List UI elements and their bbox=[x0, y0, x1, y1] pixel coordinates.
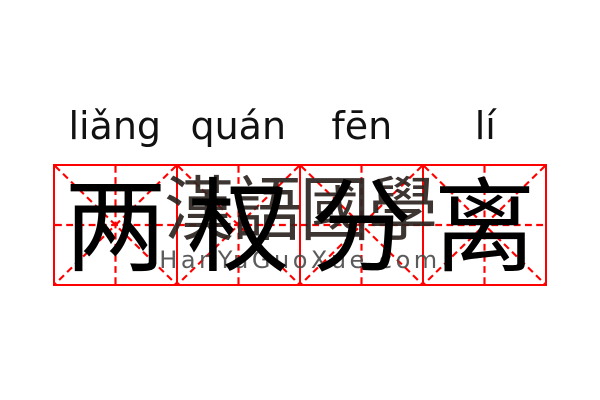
hanzi-character-3: 分 bbox=[310, 168, 413, 288]
mi-grid-guides-icon bbox=[301, 166, 422, 284]
tianzige-cell-1: 两 bbox=[55, 166, 176, 284]
character-grid: 两 权 分 bbox=[53, 164, 547, 286]
mi-grid-guides-icon bbox=[424, 166, 545, 284]
hanzi-character-4: 离 bbox=[433, 168, 536, 288]
tianzige-cell-2: 权 bbox=[176, 166, 299, 284]
tianzige-cell-4: 离 bbox=[422, 166, 545, 284]
pinyin-row: liǎng quán fēn lí bbox=[53, 100, 547, 152]
hanzi-character-2: 权 bbox=[187, 168, 290, 288]
mi-grid-guides-icon bbox=[178, 166, 299, 284]
pinyin-syllable-2: quán bbox=[190, 104, 287, 148]
hanzi-character-1: 两 bbox=[64, 168, 167, 288]
pinyin-syllable-4: lí bbox=[474, 104, 496, 148]
pinyin-syllable-3: fēn bbox=[331, 104, 393, 148]
tianzige-cell-3: 分 bbox=[299, 166, 422, 284]
mi-grid-guides-icon bbox=[55, 166, 176, 284]
pinyin-syllable-1: liǎng bbox=[68, 104, 162, 148]
